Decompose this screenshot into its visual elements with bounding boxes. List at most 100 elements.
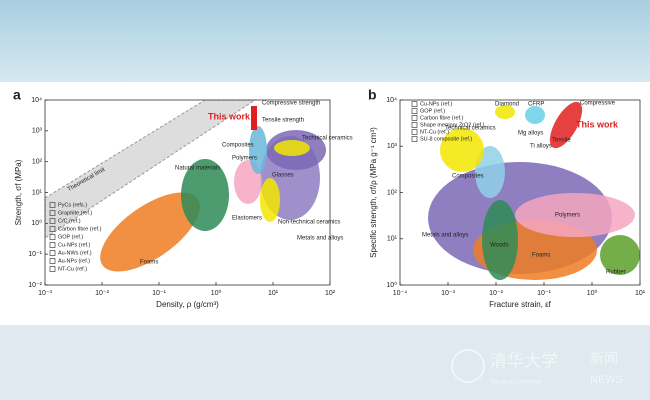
legend-swatch [49, 250, 56, 256]
x-tick-label: 10⁰ [587, 289, 598, 297]
x-tick-label: 10⁻⁴ [393, 290, 408, 297]
legend-swatch [49, 226, 56, 232]
legend-entry: Au-NWs (ref.) [58, 250, 92, 256]
y-tick-label: 10⁴ [386, 97, 397, 104]
legend-entry: PyCs (refs.) [58, 202, 87, 208]
annotation: This work [208, 111, 251, 121]
annotation: Compressive strength [262, 101, 320, 107]
x-tick-label: 10⁻² [489, 290, 503, 297]
annotation: Natural materials [175, 166, 220, 172]
annotation: Woods [490, 243, 509, 249]
legend-entry: Cu-NPs (ref.) [58, 242, 91, 248]
annotation: Tensile [552, 138, 571, 144]
polymers-region [515, 193, 635, 237]
legend-entry: SU-8 composite (ref.) [420, 136, 472, 142]
annotation: This work [576, 119, 619, 129]
y-tick-label: 10² [387, 189, 398, 196]
logo [451, 349, 485, 383]
blobs-b [428, 101, 640, 280]
y-tick-label: 10¹ [32, 189, 43, 196]
legend-entry: Shape memory ZrO2 (ref.) [420, 122, 485, 128]
legend-entry: Carbon fibre (ref.) [58, 226, 102, 232]
legend-entry: Carbon fibre (ref.) [420, 115, 464, 121]
legend-entry: NT-Cu (ref.) [420, 129, 449, 135]
legend-entry: GOP (ref.) [58, 234, 83, 240]
panel-label: a [13, 87, 21, 103]
legend-entry: Au-NPs (ref.) [58, 258, 90, 264]
annotation: Metals and alloys [422, 233, 468, 239]
legend-swatch [49, 218, 56, 224]
annotation: Glasses [272, 173, 294, 179]
university-en: Tsinghua University [490, 380, 542, 386]
x-tick-label: 10² [325, 290, 336, 297]
legend-swatch [411, 129, 418, 135]
legend-swatch [49, 202, 56, 208]
legend-swatch [411, 101, 418, 107]
x-tick-label: 10⁻³ [441, 290, 455, 297]
composites-region [475, 146, 505, 198]
annotation: Rubber [606, 270, 626, 276]
annotation: CFRP [528, 102, 544, 108]
y-tick-label: 10⁰ [31, 219, 42, 227]
y-axis-label: Strength, σf (MPa) [14, 159, 23, 225]
y-tick-label: 10⁻¹ [28, 251, 42, 258]
legend-swatch [49, 266, 56, 272]
woods-region [482, 200, 518, 280]
legend-swatch [49, 258, 56, 264]
legend-entry: Cu-NPs (ref.) [420, 101, 453, 107]
y-tick-label: 10¹ [387, 236, 398, 243]
university: 清华大学 [490, 351, 558, 370]
news: 新闻 [590, 351, 618, 367]
legend-entry: C/C (ref.) [58, 218, 81, 224]
legend-entry: Graphite (ref.) [58, 210, 92, 216]
x-tick-label: 10⁰ [211, 289, 222, 297]
legend-swatch [411, 122, 418, 128]
annotation: Composites [222, 143, 254, 149]
annotation: Compressive [580, 101, 616, 107]
annotation: Diamond [495, 102, 519, 108]
top-band [0, 0, 650, 82]
y-tick-label: 10⁰ [386, 281, 397, 289]
y-tick-label: 10³ [32, 128, 43, 135]
annotation: Foams [140, 260, 158, 266]
x-tick-label: 10¹ [635, 290, 646, 297]
watermark: 清华大学 Tsinghua University 新闻 NEWS [451, 349, 623, 386]
y-tick-label: 10⁴ [31, 97, 42, 104]
this-work-bar [251, 106, 257, 130]
x-axis-label: Density, ρ (g/cm³) [156, 300, 219, 309]
legend-entry: NT-Cu (ref.) [58, 266, 87, 272]
legend-swatch [49, 210, 56, 216]
annotation: Ti alloys [530, 144, 552, 150]
annotation: Elastomers [232, 216, 262, 222]
annotation: Polymers [555, 213, 580, 219]
x-tick-label: 10⁻³ [38, 290, 52, 297]
cfrp-region [525, 106, 545, 124]
legend-swatch [49, 234, 56, 240]
annotation: Mg alloys [518, 131, 543, 137]
foams-region [100, 192, 200, 272]
panel-label: b [368, 87, 377, 103]
annotation: Metals and alloys [297, 236, 343, 242]
x-tick-label: 10⁻¹ [152, 290, 166, 297]
y-tick-label: 10² [32, 159, 43, 166]
x-tick-label: 10⁻² [95, 290, 109, 297]
legend-swatch [411, 115, 418, 121]
legend-swatch [411, 108, 418, 114]
composites-region [249, 126, 267, 174]
natural-region [181, 159, 229, 231]
y-tick-label: 10³ [387, 143, 398, 150]
annotation: Non-technical ceramics [278, 220, 340, 226]
annotation: Technical ceramics [302, 136, 353, 142]
this-work-region [549, 101, 583, 149]
annotation: Foams [532, 253, 550, 259]
nontech-region [260, 178, 280, 222]
diamond-region [495, 105, 515, 119]
news-en: NEWS [590, 374, 623, 386]
legend-swatch [411, 136, 418, 142]
glasses-region [274, 140, 310, 156]
y-axis-label: Specific strength, σf/ρ (MPa g⁻¹ cm³) [369, 127, 378, 258]
legend-entry: GOP (ref.) [420, 108, 445, 114]
legend-swatch [49, 242, 56, 248]
annotation: Polymers [232, 156, 257, 162]
